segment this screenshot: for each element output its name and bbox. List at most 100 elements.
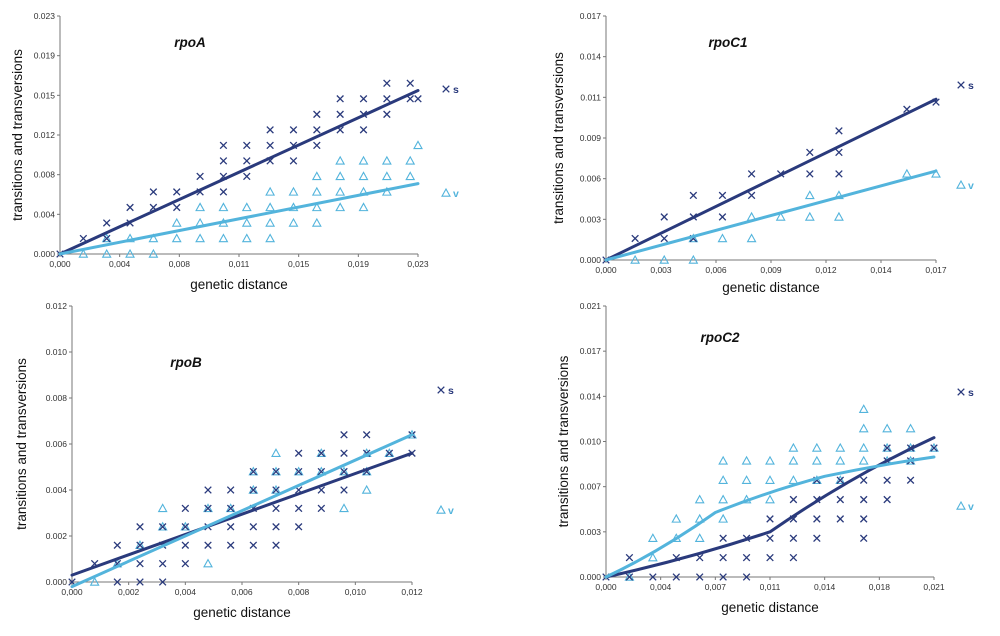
point-s — [385, 449, 394, 457]
point-v — [835, 442, 846, 452]
point-v — [195, 233, 206, 243]
point-s — [289, 157, 298, 165]
point-s — [243, 157, 251, 165]
point-s — [272, 523, 280, 531]
point-v — [929, 442, 939, 452]
point-s — [930, 444, 938, 452]
panel-rpoC1: 0.000 0.003 0.006 0.009 0.011 0.014 0.017 0,000… — [551, 11, 974, 295]
point-v — [265, 217, 276, 227]
point-v — [358, 155, 369, 165]
point-s — [672, 573, 681, 581]
point-s — [219, 157, 228, 165]
panel-title: rpoB — [170, 355, 202, 370]
point-v — [339, 466, 349, 476]
point-v — [203, 503, 213, 513]
point-v — [405, 171, 416, 181]
x-tick-label: 0,014 — [814, 582, 836, 592]
point-s — [747, 191, 756, 200]
point-s — [660, 234, 668, 243]
point-v — [834, 211, 844, 221]
point-v — [858, 442, 869, 452]
y-tick-label: 0.000 — [46, 577, 68, 587]
point-s — [102, 234, 111, 243]
x-axis-label: genetic distance — [193, 605, 291, 620]
point-v — [157, 503, 168, 513]
point-v — [647, 552, 658, 562]
point-s — [181, 559, 190, 568]
point-v — [265, 202, 276, 212]
point-v — [765, 455, 775, 465]
point-v — [101, 233, 112, 243]
point-s — [172, 188, 181, 196]
point-v — [688, 254, 699, 264]
point-s — [243, 141, 251, 150]
x-tick-label: 0,008 — [288, 587, 310, 597]
legend-label-v: v — [448, 505, 454, 517]
point-s — [859, 534, 868, 543]
y-tick-label: 0.021 — [580, 301, 602, 311]
point-v — [288, 186, 299, 196]
point-v — [148, 248, 159, 258]
point-v — [288, 217, 299, 227]
point-s — [813, 515, 821, 523]
point-s — [631, 234, 639, 243]
point-s — [272, 467, 280, 476]
legend-label-s: s — [968, 80, 974, 92]
point-s — [181, 504, 190, 513]
point-v — [241, 202, 252, 212]
point-v — [765, 475, 775, 484]
y-axis-label: transitions and transversions — [10, 49, 25, 221]
point-v — [218, 233, 229, 243]
y-tick-label: 0.012 — [34, 130, 56, 140]
point-v — [265, 233, 276, 243]
point-v — [384, 448, 395, 457]
point-s — [102, 219, 111, 227]
point-v — [882, 442, 893, 452]
point-s — [883, 495, 891, 504]
point-v — [413, 140, 423, 150]
point-v — [335, 171, 346, 181]
point-v — [125, 248, 135, 258]
point-v — [694, 494, 705, 504]
point-s — [859, 476, 868, 484]
point-v — [835, 455, 846, 465]
point-s — [340, 486, 348, 494]
x-tick-label: 0,004 — [650, 582, 672, 592]
x-tick-label: 0,003 — [650, 265, 672, 275]
point-v — [358, 202, 369, 212]
point-s — [742, 553, 751, 562]
point-v — [195, 202, 206, 212]
legend-marker-s — [957, 388, 965, 396]
x-tick-label: 0,000 — [595, 265, 617, 275]
y-tick-label: 0.003 — [580, 527, 602, 537]
point-s — [158, 578, 167, 586]
point-v — [835, 475, 846, 484]
panel-title: rpoA — [174, 35, 206, 50]
point-v — [241, 233, 252, 243]
point-s — [649, 573, 657, 581]
y-tick-label: 0.000 — [580, 255, 602, 265]
point-v — [218, 202, 229, 212]
x-tick-label: 0,000 — [595, 582, 617, 592]
point-s — [204, 504, 212, 513]
legend-label-v: v — [968, 501, 974, 513]
point-v — [811, 442, 822, 452]
point-v — [717, 233, 728, 243]
point-v — [858, 455, 869, 465]
y-tick-label: 0.014 — [580, 391, 602, 401]
x-tick-label: 0,006 — [231, 587, 253, 597]
point-s — [289, 126, 298, 134]
x-tick-label: 0,012 — [815, 265, 837, 275]
point-s — [313, 141, 321, 150]
point-v — [203, 558, 213, 568]
point-v — [630, 254, 641, 264]
point-s — [266, 141, 274, 150]
trendline-v — [58, 182, 420, 256]
point-s — [181, 523, 190, 531]
y-axis-label: transitions and transversions — [556, 355, 571, 527]
y-tick-label: 0.004 — [34, 209, 56, 219]
x-tick-label: 0,004 — [175, 587, 197, 597]
point-s — [813, 534, 821, 543]
trendline-v — [604, 455, 936, 579]
point-v — [78, 248, 89, 258]
